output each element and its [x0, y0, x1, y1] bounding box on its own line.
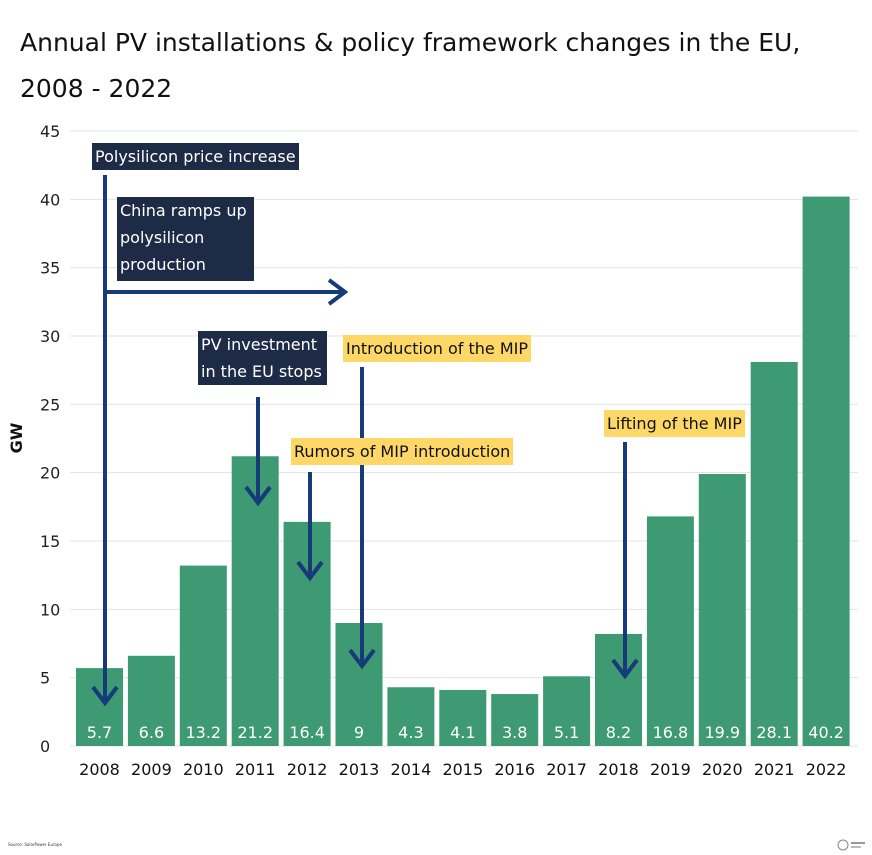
- y-tick-label: 25: [40, 395, 60, 414]
- bar-value-label: 5.7: [87, 723, 112, 742]
- arrow-head: [611, 658, 639, 680]
- x-tick-label: 2020: [702, 760, 743, 779]
- arrow-head: [327, 278, 349, 306]
- bar: [387, 687, 435, 746]
- bar: [231, 456, 279, 746]
- bar: [76, 668, 123, 746]
- bar-value-label: 21.2: [237, 723, 273, 742]
- annotation-polysilicon: Polysilicon price increase: [92, 143, 299, 170]
- y-axis-label: GW: [7, 422, 26, 453]
- x-tick-label: 2019: [650, 760, 691, 779]
- bar: [335, 623, 383, 746]
- bar: [543, 676, 591, 746]
- y-tick-label: 0: [40, 737, 50, 756]
- bar-value-label: 5.1: [554, 723, 579, 742]
- bar-value-label: 13.2: [185, 723, 221, 742]
- bar: [491, 694, 539, 746]
- chart-title: Annual PV installations & policy framewo…: [20, 28, 801, 103]
- y-tick-label: 45: [40, 122, 60, 141]
- annotation-mip-lifting: Lifting of the MIP: [604, 410, 745, 437]
- y-tick-label: 30: [40, 327, 60, 346]
- arrow-head: [296, 560, 324, 582]
- arrow-head: [91, 685, 119, 707]
- bar: [595, 633, 642, 746]
- y-tick-label: 15: [40, 532, 60, 551]
- bar: [439, 689, 487, 746]
- x-tick-label: 2015: [442, 760, 483, 779]
- bar-value-label: 3.8: [502, 723, 527, 742]
- bar-value-label: 16.4: [289, 723, 325, 742]
- x-tick-label: 2013: [339, 760, 380, 779]
- bar: [802, 196, 850, 747]
- source-note: Source: SolarPower Europe: [8, 842, 62, 847]
- bar-value-label: 16.8: [653, 723, 689, 742]
- y-tick-label: 40: [40, 190, 60, 209]
- x-tick-label: 2011: [235, 760, 276, 779]
- bar-value-label: 28.1: [756, 723, 792, 742]
- x-tick-label: 2008: [79, 760, 120, 779]
- bar-value-label: 40.2: [808, 723, 844, 742]
- bar-value-label: 6.6: [139, 723, 164, 742]
- x-tick-label: 2022: [806, 760, 847, 779]
- x-tick-label: 2017: [546, 760, 587, 779]
- x-tick-label: 2021: [754, 760, 795, 779]
- bar: [698, 474, 746, 746]
- annotation-pv-investment: PV investment in the EU stops: [198, 331, 327, 385]
- bar-value-label: 9: [354, 723, 364, 742]
- bar: [127, 655, 175, 746]
- x-tick-label: 2018: [598, 760, 639, 779]
- bar: [179, 565, 227, 746]
- annotation-china: China ramps up polysilicon production: [117, 197, 254, 281]
- bar: [750, 361, 798, 746]
- y-tick-label: 5: [40, 669, 50, 688]
- x-tick-label: 2014: [391, 760, 432, 779]
- arrow-head: [244, 485, 272, 507]
- y-tick-label: 20: [40, 464, 60, 483]
- bar-value-label: 8.2: [606, 723, 631, 742]
- y-tick-label: 10: [40, 600, 60, 619]
- y-tick-label: 35: [40, 259, 60, 278]
- arrow-head: [348, 648, 376, 670]
- annotation-mip-intro: Introduction of the MIP: [343, 335, 531, 362]
- bar-value-label: 4.1: [450, 723, 475, 742]
- x-tick-label: 2010: [183, 760, 224, 779]
- x-tick-label: 2016: [494, 760, 535, 779]
- x-tick-label: 2009: [131, 760, 172, 779]
- bar-value-label: 19.9: [704, 723, 740, 742]
- x-tick-label: 2012: [287, 760, 328, 779]
- bar: [283, 521, 331, 746]
- bar-value-label: 4.3: [398, 723, 423, 742]
- bar: [646, 516, 694, 746]
- annotation-mip-rumors: Rumors of MIP introduction: [291, 438, 514, 465]
